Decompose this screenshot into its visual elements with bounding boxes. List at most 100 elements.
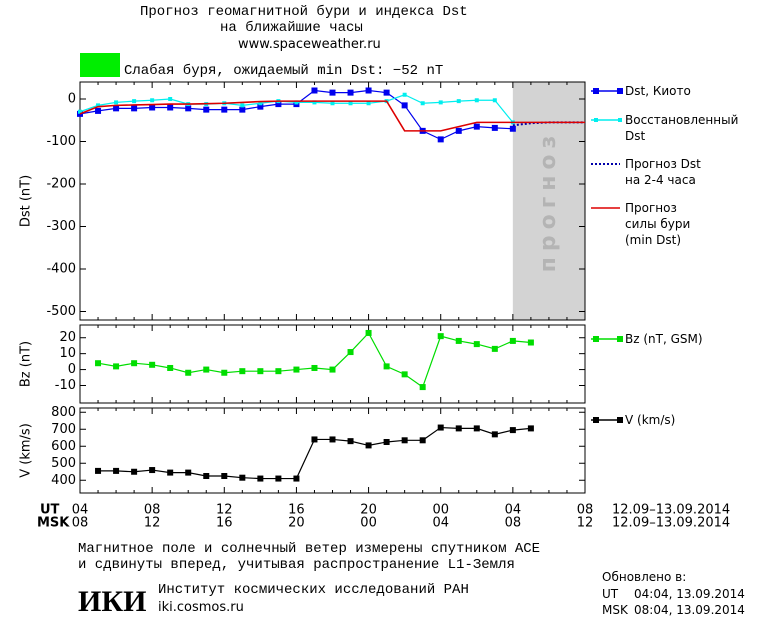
- date-label: 12.09–13.09.2014: [612, 503, 730, 518]
- point: [114, 100, 119, 105]
- point: [293, 366, 300, 373]
- point: [437, 136, 444, 143]
- x-tick-label: 12: [577, 516, 594, 531]
- point: [455, 337, 462, 344]
- point: [365, 442, 372, 449]
- x-tick-label: 20: [288, 516, 305, 531]
- x-tick-label: 08: [144, 503, 161, 518]
- forecast-label: прогноз: [536, 130, 561, 273]
- updated: Обновлено в:: [602, 570, 687, 584]
- legend-marker: [593, 417, 599, 423]
- series-line: [79, 94, 514, 123]
- point: [330, 101, 335, 106]
- x-tick-label: 12: [216, 503, 233, 518]
- msk-time: 08:04, 13.09.2014: [634, 603, 745, 617]
- point: [203, 366, 210, 373]
- point: [78, 109, 82, 114]
- y-tick-label: -100: [46, 134, 76, 149]
- legend-marker: [617, 336, 623, 342]
- y-tick-label: 0: [68, 362, 76, 377]
- x-tick-label: 08: [505, 516, 522, 531]
- point: [347, 89, 354, 96]
- point: [113, 363, 120, 370]
- point: [401, 371, 408, 378]
- plot-frame: [79, 407, 586, 494]
- point: [257, 103, 264, 110]
- point: [275, 101, 282, 108]
- point: [96, 103, 101, 108]
- point: [257, 475, 264, 482]
- y-tick-label: 500: [51, 456, 76, 471]
- legend-marker: [617, 88, 623, 94]
- point: [221, 473, 228, 479]
- point: [185, 369, 192, 376]
- point: [527, 339, 534, 346]
- point: [438, 100, 443, 105]
- x-axis-label: UT: [40, 503, 60, 518]
- point: [131, 105, 138, 112]
- point: [221, 369, 228, 376]
- point: [437, 424, 444, 431]
- point: [294, 100, 299, 105]
- point: [419, 384, 426, 391]
- legend-label: Bz (nT, GSM): [625, 332, 703, 346]
- y-tick-label: 20: [59, 330, 76, 345]
- legend-marker: [618, 118, 622, 122]
- status: Слабая буря, ожидаемый min Dst: −52 nT: [124, 63, 444, 79]
- point: [113, 467, 120, 474]
- point: [509, 427, 516, 434]
- point: [491, 431, 498, 438]
- legend-label: Восстановленный Dst: [625, 113, 739, 143]
- series-line: [79, 100, 585, 132]
- point: [95, 107, 102, 114]
- y-tick-label: 400: [51, 473, 76, 488]
- date-label: 12.09–13.09.2014: [612, 516, 730, 531]
- x-tick-label: 00: [360, 516, 377, 531]
- point: [401, 437, 408, 444]
- point: [311, 436, 318, 443]
- x-tick-label: 20: [360, 503, 377, 518]
- msk-label: MSK: [602, 603, 628, 617]
- x-tick-label: 12: [144, 516, 161, 531]
- title: Прогноз геомагнитной бури и индекса Dst: [140, 4, 468, 20]
- point: [383, 89, 390, 96]
- point: [474, 98, 479, 103]
- point: [203, 106, 210, 113]
- point: [347, 438, 354, 445]
- point: [311, 87, 318, 94]
- note: Магнитное поле и солнечный ветер измерен…: [78, 541, 541, 557]
- logo: ИКИ: [78, 585, 147, 618]
- y-tick-label: -200: [46, 177, 76, 192]
- x-tick-label: 08: [72, 516, 89, 531]
- point: [131, 468, 138, 475]
- y-axis-label: Dst (nT): [19, 175, 34, 227]
- point: [275, 368, 282, 375]
- y-tick-label: 800: [51, 405, 76, 420]
- point: [366, 101, 371, 106]
- point: [473, 123, 480, 130]
- point: [167, 104, 174, 111]
- point: [240, 103, 245, 108]
- ut-time: 04:04, 13.09.2014: [634, 587, 745, 601]
- point: [456, 99, 461, 104]
- legend-label: Прогноз Dst на 2-4 часа: [625, 157, 701, 187]
- point: [348, 101, 353, 106]
- x-tick-label: 16: [288, 503, 305, 518]
- point: [149, 467, 156, 474]
- x-axis-label: MSK: [37, 516, 70, 531]
- y-tick-label: 10: [59, 346, 76, 361]
- point: [312, 100, 317, 105]
- point: [132, 99, 137, 104]
- point: [509, 337, 516, 344]
- point: [257, 368, 264, 375]
- point: [365, 87, 372, 94]
- point: [167, 364, 174, 371]
- institute: Институт космических исследований РАН: [158, 582, 469, 598]
- point: [185, 469, 192, 476]
- point: [95, 467, 102, 474]
- point: [95, 360, 102, 367]
- point: [239, 474, 246, 481]
- y-tick-label: 0: [68, 92, 76, 107]
- point: [492, 98, 497, 103]
- point: [383, 439, 390, 445]
